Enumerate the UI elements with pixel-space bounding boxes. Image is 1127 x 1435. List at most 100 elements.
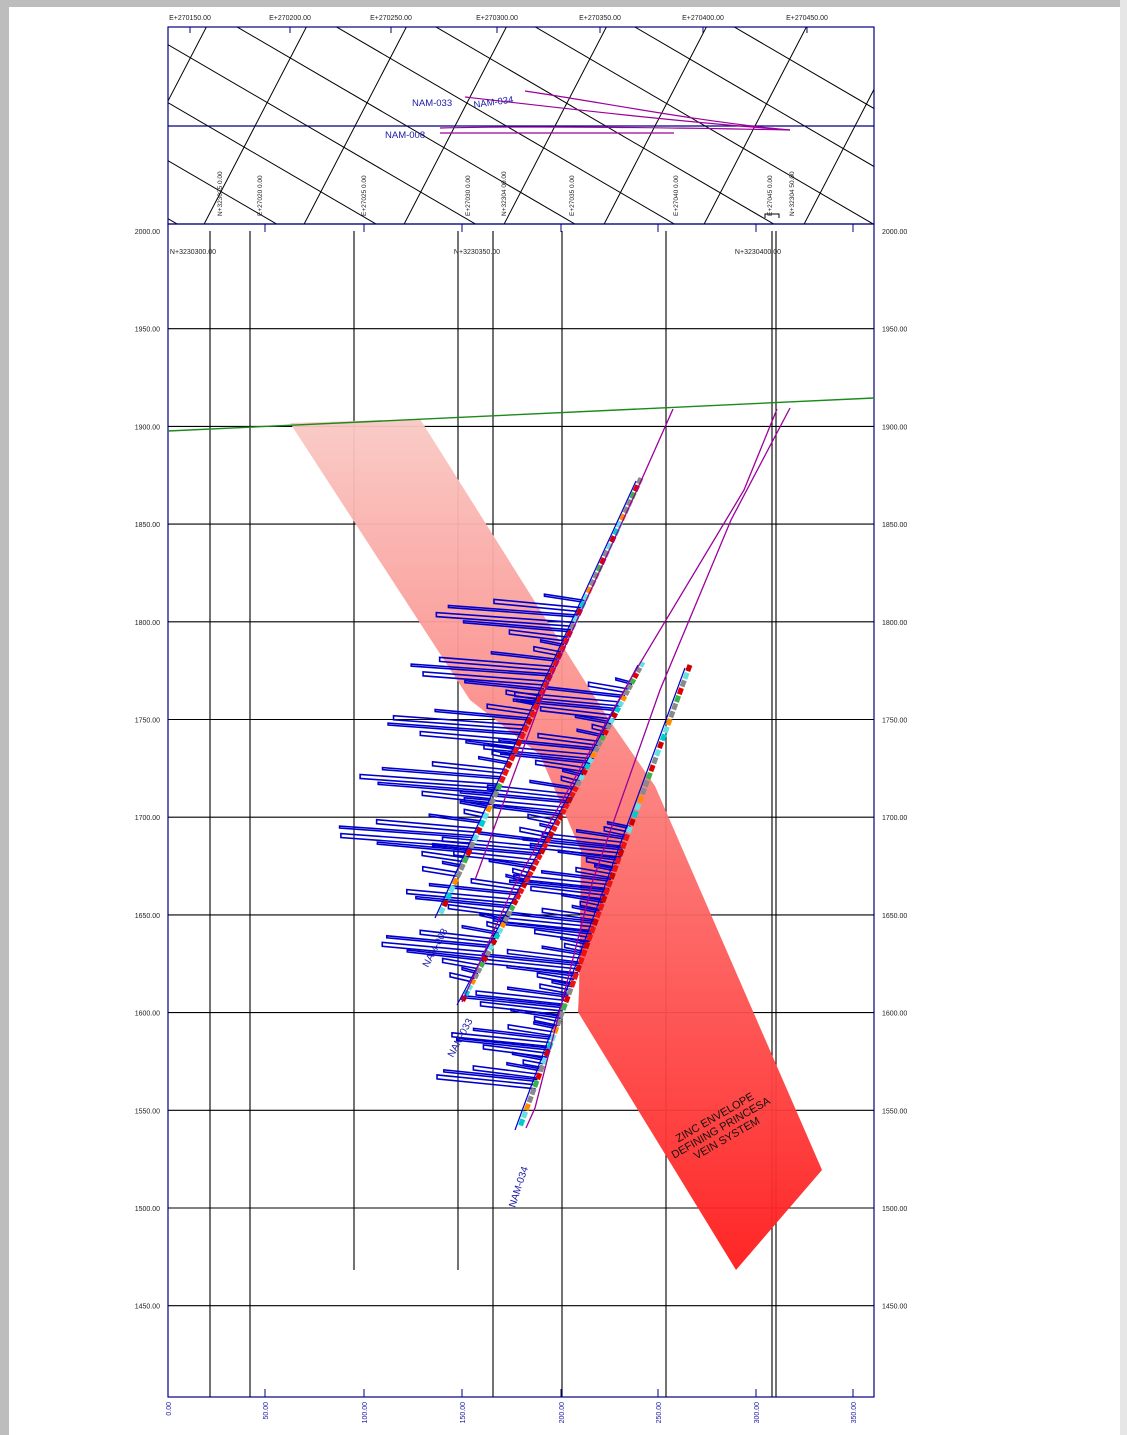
assay-bar <box>510 1007 561 1020</box>
assay-bar <box>615 677 633 686</box>
zinc-envelope <box>290 419 822 1270</box>
assay-bar <box>522 836 623 851</box>
assay-interval <box>629 491 637 500</box>
assay-bar <box>340 832 474 849</box>
assay-bar <box>405 888 517 905</box>
assay-interval <box>632 484 640 493</box>
elevation-label-right: 1700.00 <box>882 815 907 822</box>
topography-line <box>167 397 875 432</box>
assay-interval <box>632 672 640 680</box>
elevation-label-left: 1600.00 <box>135 1011 160 1018</box>
assay-interval <box>451 877 460 886</box>
assay-interval <box>529 1087 537 1096</box>
assay-interval <box>565 796 573 804</box>
assay-interval <box>580 949 588 957</box>
assay-bar <box>381 766 504 780</box>
assay-bar <box>576 828 627 841</box>
assay-interval <box>589 925 597 934</box>
elevation-label-right: 2000.00 <box>882 229 907 236</box>
assay-bar <box>512 698 619 712</box>
assay-interval <box>659 733 667 742</box>
northing-label: N+3230300.00 <box>170 249 216 256</box>
assay-bar <box>512 867 531 878</box>
assay-interval <box>475 826 483 835</box>
assay-interval <box>585 586 594 595</box>
assay-interval <box>458 862 466 871</box>
assay-interval <box>612 527 620 536</box>
assay-interval <box>638 660 646 668</box>
assay-interval <box>556 813 564 821</box>
assay-interval <box>468 841 476 850</box>
assay-interval <box>569 979 577 988</box>
assay-interval <box>538 847 546 855</box>
assay-interval <box>512 746 520 755</box>
assay-bar <box>534 759 587 773</box>
window-frame-left <box>0 0 9 1435</box>
assay-bar <box>561 892 604 904</box>
assay-interval <box>578 774 585 782</box>
assay-interval <box>535 853 543 861</box>
assay-bar <box>515 698 538 707</box>
cross-section-drawing: E+270150.00 E+270200.00 E+270250.00 E+27030… <box>9 15 1010 1424</box>
assay-bar <box>557 849 619 862</box>
assay-interval <box>608 717 616 725</box>
plan-grid-line <box>900 20 1010 232</box>
plan-grid-line <box>335 27 676 224</box>
assay-interval <box>526 870 534 878</box>
assay-interval <box>605 542 614 551</box>
assay-bar <box>461 966 479 975</box>
plan-drillhole-traces <box>439 90 791 134</box>
assay-interval <box>584 762 591 770</box>
assay-interval <box>559 808 567 816</box>
assay-interval <box>532 859 540 867</box>
assay-interval <box>525 717 533 726</box>
assay-interval <box>518 1118 526 1127</box>
assay-bar <box>506 1061 542 1072</box>
assay-bar <box>585 856 618 869</box>
plan-label-nam-008: NAM-008 <box>385 130 425 141</box>
assay-interval <box>625 825 633 834</box>
assay-interval <box>441 899 449 908</box>
trace-nam-008 <box>474 408 674 881</box>
assay-interval <box>547 830 555 838</box>
assay-interval <box>548 666 557 675</box>
assay-bar <box>498 737 598 751</box>
assay-interval <box>562 637 570 646</box>
plan-grid-line <box>9 20 110 232</box>
assay-interval <box>493 932 501 940</box>
assay-interval <box>589 578 597 587</box>
elevation-label-left: 1550.00 <box>135 1108 160 1115</box>
assay-interval <box>498 775 506 784</box>
assay-bar <box>507 1023 556 1037</box>
assay-interval <box>448 884 456 893</box>
plan-trace-nam-034 <box>524 90 791 131</box>
assay-bar <box>508 879 608 893</box>
assay-interval <box>622 506 630 515</box>
plan-grid-label: E+27040 0.00 <box>673 175 680 216</box>
distance-label: 200.00 <box>559 1402 566 1424</box>
assay-interval <box>461 855 470 864</box>
assay-bar <box>428 813 484 824</box>
assay-interval <box>563 995 571 1004</box>
distance-label: 100.00 <box>362 1402 369 1424</box>
assay-interval <box>579 600 587 609</box>
assay-interval <box>528 710 537 718</box>
assay-bar <box>453 850 538 865</box>
assay-interval <box>529 864 537 872</box>
assay-bar <box>472 1027 554 1041</box>
assay-interval <box>565 629 573 638</box>
assay-interval <box>540 1056 548 1065</box>
assay-bar <box>541 907 598 922</box>
assay-interval <box>508 753 516 762</box>
assay-bar <box>441 860 464 869</box>
assay-interval <box>566 987 574 996</box>
distance-label: 350.00 <box>851 1402 858 1424</box>
assay-interval <box>572 972 580 981</box>
assay-bar <box>434 708 531 721</box>
assay-bar <box>579 900 602 911</box>
assay-bar <box>560 936 589 946</box>
assay-interval <box>518 731 527 740</box>
assay-bar <box>449 971 475 984</box>
assay-interval <box>535 1072 543 1081</box>
assay-bar <box>587 681 629 694</box>
